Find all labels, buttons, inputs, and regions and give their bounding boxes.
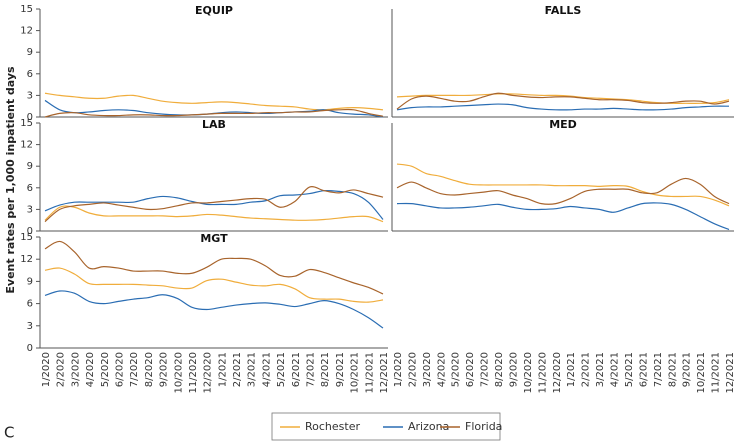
y-tick-label: 12 (20, 140, 33, 151)
x-tick-label: 8/2020 (494, 352, 505, 387)
series-line (44, 108, 384, 118)
x-tick-label: 9/2020 (159, 352, 170, 387)
y-tick-label: 0 (27, 226, 33, 237)
series-line (44, 267, 384, 303)
y-tick-label: 6 (27, 69, 33, 80)
x-tick-label: 12/2021 (379, 352, 390, 394)
y-tick-label: 15 (20, 4, 33, 15)
x-tick-label: 3/2021 (247, 352, 258, 387)
series-line (44, 92, 384, 111)
y-axis-label: Event rates per 1,000 inpatient days (4, 66, 17, 294)
series-line (44, 186, 384, 223)
x-tick-label: 8/2020 (144, 352, 155, 387)
x-tick-label: 5/2021 (624, 352, 635, 387)
x-tick-label: 9/2020 (508, 352, 519, 387)
x-tick-label: 11/2021 (711, 352, 722, 394)
panel-title: MED (549, 118, 577, 131)
y-tick-label: 6 (27, 183, 33, 194)
x-tick-label: 5/2021 (276, 352, 287, 387)
x-tick-label: 10/2020 (523, 352, 534, 394)
legend-label: Rochester (305, 420, 360, 433)
x-tick-label: 6/2021 (291, 352, 302, 387)
series-line (44, 290, 384, 329)
x-tick-label: 12/2020 (552, 352, 563, 394)
series-line (396, 93, 730, 104)
x-tick-label: 1/2020 (41, 352, 52, 387)
series-line (396, 163, 730, 207)
x-tick-label: 8/2021 (320, 352, 331, 387)
panel-title: LAB (202, 118, 226, 131)
x-tick-label: 12/2021 (725, 352, 734, 394)
y-tick-label: 9 (27, 276, 33, 287)
y-tick-label: 12 (20, 254, 33, 265)
x-tick-label: 11/2021 (364, 352, 375, 394)
y-tick-label: 3 (27, 90, 33, 101)
x-tick-label: 7/2020 (480, 352, 491, 387)
x-tick-label: 5/2020 (100, 352, 111, 387)
x-tick-label: 4/2021 (610, 352, 621, 387)
series-line (396, 177, 730, 205)
y-tick-label: 0 (27, 343, 33, 354)
x-tick-label: 9/2021 (682, 352, 693, 387)
y-tick-label: 12 (20, 26, 33, 37)
y-tick-label: 9 (27, 47, 33, 58)
x-tick-label: 1/2021 (217, 352, 228, 387)
y-tick-label: 15 (20, 232, 33, 243)
x-tick-label: 1/2020 (393, 352, 404, 387)
series-line (396, 202, 730, 231)
series-line (44, 240, 384, 295)
y-tick-label: 15 (20, 118, 33, 129)
x-tick-label: 2/2020 (56, 352, 67, 387)
x-tick-label: 3/2020 (422, 352, 433, 387)
x-tick-label: 2/2021 (581, 352, 592, 387)
series-line (396, 103, 730, 111)
x-tick-label: 12/2020 (203, 352, 214, 394)
y-tick-label: 3 (27, 321, 33, 332)
x-tick-label: 6/2020 (114, 352, 125, 387)
x-tick-label: 2/2021 (232, 352, 243, 387)
x-tick-label: 5/2020 (451, 352, 462, 387)
x-tick-label: 3/2021 (595, 352, 606, 387)
y-tick-label: 3 (27, 204, 33, 215)
y-tick-label: 0 (27, 112, 33, 123)
x-tick-label: 4/2020 (85, 352, 96, 387)
legend-box (271, 412, 501, 441)
x-tick-label: 3/2020 (70, 352, 81, 387)
x-tick-label: 7/2021 (653, 352, 664, 387)
x-tick-label: 7/2021 (306, 352, 317, 387)
x-tick-label: 4/2020 (436, 352, 447, 387)
x-tick-label: 1/2021 (566, 352, 577, 387)
x-tick-label: 9/2021 (335, 352, 346, 387)
y-tick-label: 6 (27, 299, 33, 310)
x-tick-label: 10/2021 (696, 352, 707, 394)
x-tick-label: 11/2020 (188, 352, 199, 394)
x-tick-label: 4/2021 (261, 352, 272, 387)
figure-label: C (4, 424, 14, 442)
panel-title: FALLS (545, 4, 582, 17)
x-tick-label: 8/2021 (667, 352, 678, 387)
panel-title: MGT (200, 232, 228, 245)
x-tick-label: 6/2021 (638, 352, 649, 387)
y-tick-label: 9 (27, 161, 33, 172)
legend-label: Florida (465, 420, 502, 433)
x-tick-label: 6/2020 (465, 352, 476, 387)
panel-title: EQUIP (195, 4, 233, 17)
x-tick-label: 2/2020 (407, 352, 418, 387)
x-tick-label: 10/2020 (173, 352, 184, 394)
x-tick-label: 10/2021 (350, 352, 361, 394)
legend-label: Arizona (408, 420, 449, 433)
x-tick-label: 11/2020 (537, 352, 548, 394)
series-line (44, 205, 384, 223)
x-tick-label: 7/2020 (129, 352, 140, 387)
series-line (396, 92, 730, 110)
